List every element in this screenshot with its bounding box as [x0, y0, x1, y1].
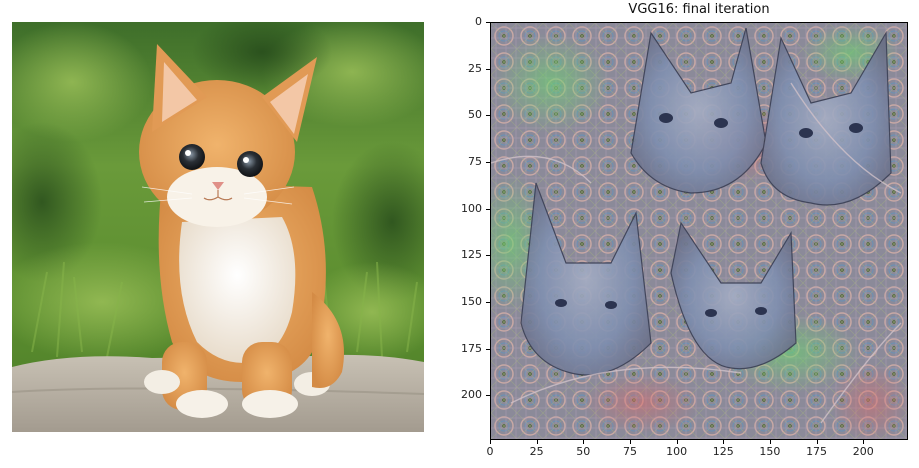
x-tick — [490, 440, 491, 444]
x-tick — [816, 440, 818, 444]
plot-title: VGG16: final iteration — [628, 2, 770, 17]
y-tick — [486, 68, 490, 70]
y-tick — [486, 115, 490, 117]
x-tick — [723, 440, 725, 444]
y-tick-label: 175 — [461, 341, 482, 355]
y-tick-label: 75 — [468, 154, 482, 168]
x-tick — [676, 440, 678, 444]
x-tick — [629, 440, 631, 444]
y-tick — [486, 348, 490, 350]
x-tick-label: 50 — [576, 445, 591, 458]
y-tick-label: 100 — [461, 201, 482, 215]
x-tick-label: 0 — [486, 445, 494, 458]
x-tick-label: 150 — [759, 445, 781, 458]
y-tick — [486, 208, 490, 210]
x-tick-label: 125 — [712, 445, 734, 458]
y-tick-label: 25 — [468, 61, 482, 75]
x-tick-label: 200 — [852, 445, 874, 458]
x-tick — [863, 440, 865, 444]
y-tick — [486, 395, 490, 397]
y-tick-label: 200 — [461, 388, 482, 402]
x-tick — [583, 440, 585, 444]
kitten-image — [12, 22, 424, 432]
x-tick-label: 100 — [666, 445, 688, 458]
x-tick — [769, 440, 771, 444]
y-tick-label: 125 — [461, 248, 482, 262]
x-tick-label: 25 — [529, 445, 544, 458]
y-tick-label: 150 — [461, 294, 482, 308]
kitten-illustration — [12, 22, 424, 432]
y-tick-label: 50 — [468, 108, 482, 122]
y-tick — [486, 255, 490, 257]
x-tick — [536, 440, 538, 444]
x-tick-label: 175 — [806, 445, 828, 458]
y-tick — [486, 161, 490, 163]
deepdream-texture — [491, 23, 907, 439]
y-tick — [486, 22, 490, 23]
x-tick-label: 75 — [622, 445, 637, 458]
y-tick — [486, 301, 490, 303]
deepdream-image — [490, 22, 908, 440]
y-tick-label: 0 — [475, 15, 482, 28]
